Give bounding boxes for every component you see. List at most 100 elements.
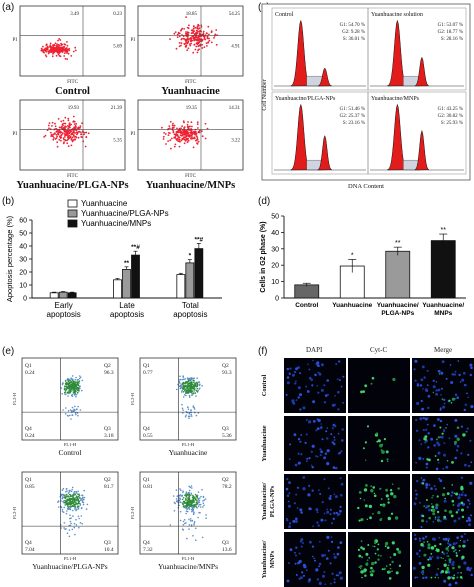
- nucleus-dot: [319, 540, 321, 543]
- event-dot: [178, 138, 181, 141]
- event-dot: [186, 37, 189, 40]
- event-dot: [57, 39, 59, 42]
- nucleus-dot: [288, 481, 291, 484]
- event-dot: [183, 522, 186, 525]
- nucleus-dot: [425, 520, 428, 523]
- event-dot: [78, 505, 80, 508]
- cytc-signal: [361, 576, 363, 579]
- event-dot: [191, 508, 193, 511]
- event-dot: [66, 44, 69, 47]
- nucleus-dot: [418, 537, 421, 540]
- event-dot: [182, 376, 185, 378]
- significance-mark: **: [395, 240, 401, 247]
- event-dot: [198, 381, 201, 383]
- event-dot: [49, 51, 51, 54]
- event-dot: [183, 500, 186, 503]
- nucleus-dot: [418, 555, 421, 558]
- event-dot: [198, 384, 201, 387]
- event-dot: [176, 36, 179, 38]
- nucleus-dot: [299, 508, 303, 512]
- event-dot: [188, 518, 190, 521]
- event-dot: [192, 377, 194, 380]
- event-dot: [186, 382, 189, 384]
- nucleus-dot: [467, 453, 470, 456]
- cytc-signal: [462, 544, 466, 548]
- cytc-signal: [451, 499, 455, 503]
- event-dot: [192, 494, 194, 497]
- panel-e-letter: (e): [2, 346, 15, 357]
- event-dot: [186, 510, 189, 513]
- cytc-signal: [427, 543, 431, 547]
- cytc-signal: [454, 440, 457, 444]
- event-dot: [183, 519, 186, 521]
- event-dot: [171, 127, 174, 130]
- row-label: MNPs: [269, 550, 276, 568]
- nucleus-dot: [442, 538, 445, 541]
- event-dot: [68, 390, 70, 392]
- event-dot: [197, 498, 200, 501]
- event-dot: [182, 396, 185, 398]
- nucleus-dot: [319, 454, 322, 457]
- event-dot: [185, 497, 187, 500]
- nucleus-dot: [297, 386, 301, 390]
- event-dot: [68, 122, 71, 124]
- event-dot: [83, 131, 86, 134]
- event-dot: [48, 127, 50, 130]
- event-dot: [197, 516, 199, 519]
- event-dot: [74, 393, 77, 395]
- nucleus-dot: [293, 370, 297, 374]
- bar-1-3: [176, 274, 186, 299]
- event-dot: [183, 131, 185, 134]
- cytc-signal: [377, 558, 380, 561]
- event-dot: [204, 122, 207, 125]
- nucleus-dot: [324, 519, 327, 522]
- event-dot: [195, 414, 198, 417]
- nucleus-dot: [327, 549, 330, 552]
- event-dot: [64, 139, 67, 142]
- nucleus-dot: [333, 442, 336, 446]
- event-dot: [199, 503, 202, 506]
- event-dot: [72, 496, 74, 499]
- event-dot: [199, 506, 202, 508]
- event-dot: [46, 129, 49, 132]
- event-dot: [67, 502, 70, 504]
- event-dot: [187, 377, 189, 380]
- event-dot: [57, 130, 59, 133]
- event-dot: [188, 492, 191, 494]
- event-dot: [58, 38, 60, 40]
- event-dot: [203, 499, 206, 501]
- cytc-signal: [360, 565, 363, 568]
- event-dot: [62, 487, 65, 490]
- quadrant-value: 3.18: [104, 433, 114, 439]
- cytc-signal: [377, 543, 380, 546]
- quadrant-value: 7.04: [25, 547, 35, 553]
- event-dot: [191, 137, 194, 140]
- y-axis-label: Cells in G2 phase (%): [260, 221, 267, 292]
- cytc-signal: [437, 458, 440, 461]
- nucleus-dot: [302, 574, 305, 577]
- event-dot: [185, 31, 187, 33]
- event-dot: [84, 145, 87, 148]
- event-dot: [187, 39, 190, 41]
- bar-3-2: [131, 254, 140, 299]
- nucleus-dot: [439, 408, 442, 411]
- event-dot: [52, 52, 54, 55]
- cytc-signal: [436, 518, 440, 522]
- event-dot: [191, 381, 193, 384]
- bar-3-3: [194, 248, 204, 299]
- cytc-signal: [382, 504, 386, 508]
- nucleus-dot: [444, 517, 448, 521]
- event-dot: [75, 518, 77, 521]
- cytc-signal: [437, 577, 440, 579]
- event-dot: [214, 33, 217, 36]
- nucleus-dot: [425, 483, 429, 487]
- event-dot: [72, 495, 74, 497]
- event-dot: [192, 27, 195, 30]
- event-dot: [186, 390, 188, 393]
- event-dot: [78, 375, 81, 377]
- nucleus-dot: [414, 489, 417, 492]
- event-dot: [182, 412, 184, 414]
- event-dot: [187, 506, 190, 509]
- nucleus-dot: [323, 401, 327, 404]
- cytc-signal: [384, 545, 387, 548]
